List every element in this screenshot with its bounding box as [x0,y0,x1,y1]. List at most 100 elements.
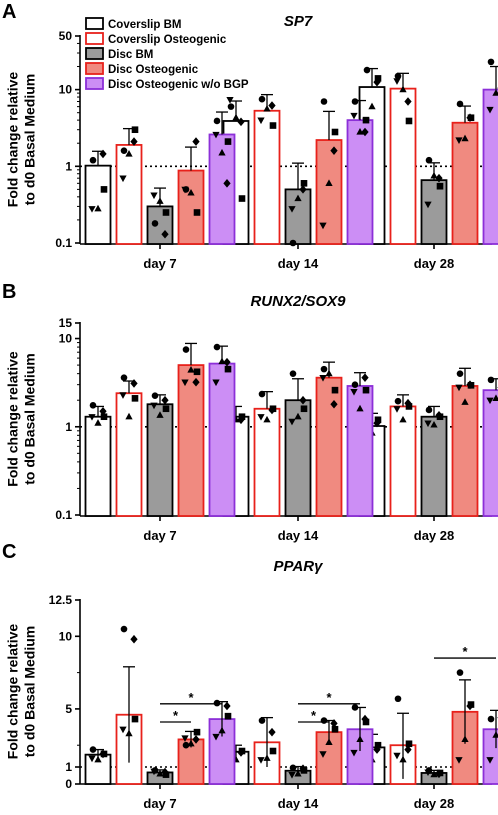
data-point-diamond [130,137,138,146]
data-point-triangle [356,735,364,743]
data-point-square [269,122,277,129]
bar [253,109,281,245]
data-point-triangle [368,102,376,110]
x-tick-label: day 7 [143,256,176,271]
data-point-diamond [404,398,412,408]
data-point-diamond [361,127,369,137]
data-point-circle [363,66,371,74]
legend-swatch [85,47,104,60]
data-point-circle [258,717,266,724]
data-point-square [193,368,201,376]
data-point-diamond [435,769,443,779]
data-point-down-triangle [350,112,358,120]
bar [177,169,205,245]
data-point-down-triangle [455,757,463,764]
y-tick-label: 15 [59,316,73,330]
legend-label: Coverslip BM [108,19,182,31]
data-point-circle [89,746,97,753]
data-point-circle [394,397,402,405]
y-tick-label: 10 [59,332,73,346]
y-axis-label: to d0 Basal Medium [22,74,38,205]
data-point-triangle [187,739,195,747]
data-point-triangle [125,149,133,157]
data-point-down-triangle [455,137,463,145]
x-tick-label: day 28 [414,256,454,271]
data-point-triangle [492,89,498,96]
data-point-diamond [435,410,443,420]
data-point-diamond [161,229,169,239]
data-point-down-triangle [88,206,96,213]
data-point-down-triangle [119,726,127,734]
x-tick-label: day 28 [414,796,454,811]
data-point-triangle [356,404,364,412]
bar [84,753,112,785]
data-point-circle [425,156,433,164]
bar [115,144,143,245]
data-point-triangle [399,85,407,93]
bar [389,87,417,245]
data-point-triangle [94,419,102,426]
data-point-triangle [325,179,333,186]
data-point-triangle [263,754,271,761]
data-point-circle [289,239,297,247]
data-point-triangle [492,394,498,401]
data-point-down-triangle [424,201,432,209]
data-point-diamond [192,735,200,744]
data-point-square [374,75,382,82]
data-point-circle [351,704,359,711]
data-point-square [374,741,382,749]
data-point-diamond [161,767,169,777]
data-point-triangle [263,104,271,112]
data-point-triangle [430,420,438,428]
data-point-square [405,117,413,125]
data-point-circle [258,390,266,398]
data-point-diamond [373,77,381,87]
y-tick-label: 5 [65,702,72,716]
data-point-diamond [192,137,200,146]
bar [346,119,374,245]
data-point-square [374,416,382,424]
data-point-circle [487,715,495,723]
data-point-square [269,747,277,755]
data-point-down-triangle [393,406,401,413]
data-point-diamond [373,745,381,754]
data-point-triangle [356,128,364,135]
data-point-down-triangle [181,735,189,742]
x-tick-label: day 7 [143,796,176,811]
x-tick-label: day 7 [143,528,176,543]
data-point-circle [456,669,464,676]
data-point-square [436,182,444,190]
data-point-diamond [161,395,169,405]
data-point-circle [182,741,190,749]
data-point-diamond [466,380,474,389]
data-point-circle [289,370,297,377]
legend-label: Coverslip Osteogenic [108,34,227,46]
data-point-diamond [268,101,276,110]
data-point-down-triangle [119,175,127,183]
data-point-triangle [218,726,226,734]
data-point-down-triangle [393,752,401,760]
data-point-circle [213,343,221,351]
data-point-down-triangle [486,397,494,405]
y-tick-label: 1 [65,159,72,173]
legend-swatch [85,62,104,75]
y-axis-label: Fold change relative [5,624,21,760]
data-point-square [193,209,201,216]
data-point-down-triangle [393,78,401,85]
data-point-down-triangle [257,757,265,764]
data-point-down-triangle [350,389,358,396]
data-point-circle [120,147,128,154]
data-point-down-triangle [150,768,158,776]
data-point-square [224,712,232,720]
bar [420,415,448,517]
data-point-circle [120,374,128,381]
significance-star: * [326,690,332,705]
bar [315,139,343,245]
significance-star: * [188,690,194,705]
data-point-square [162,209,170,216]
bar [115,392,143,517]
data-point-diamond [435,173,443,183]
data-point-triangle [187,188,195,196]
data-point-circle [487,58,495,66]
data-point-diamond [237,748,245,757]
